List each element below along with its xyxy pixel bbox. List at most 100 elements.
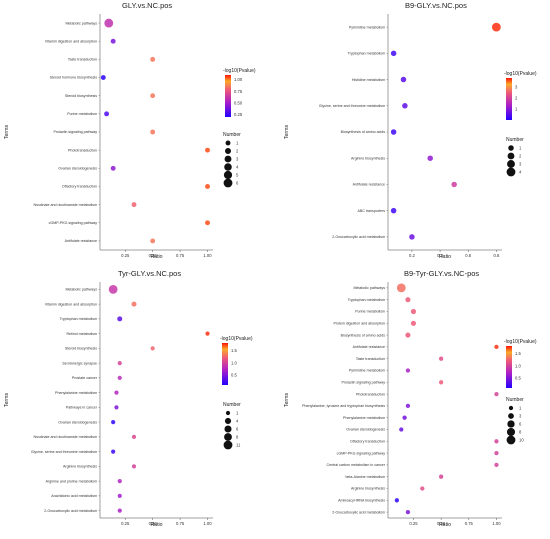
color-legend-label: 1.0 [231, 360, 237, 365]
term-label: Arginine biosynthesis [351, 156, 385, 160]
term-label: Nicotinate and nicotinamide metabolism [33, 435, 97, 439]
y-axis-label: Terms [284, 393, 290, 408]
term-label: Arginine biosynthesis [63, 465, 97, 469]
term-label: Olfactory transduction [350, 440, 385, 444]
term-label: Metabolic pathways [65, 21, 97, 25]
term-label: Phenylalanine metabolism [55, 391, 97, 395]
data-point [491, 22, 501, 32]
size-legend-label: 6 [519, 422, 522, 427]
size-legend-label: 4 [236, 419, 239, 424]
size-legend-label: 1 [519, 146, 522, 151]
data-point [205, 220, 210, 226]
size-legend-label: 8 [236, 435, 239, 440]
size-legend-label: 3 [519, 162, 522, 167]
size-legend-label: 6 [236, 181, 239, 186]
term-label: Biosynthesis of amino acids [341, 333, 386, 337]
x-tick-label: 0.25 [121, 253, 130, 258]
data-point [111, 420, 116, 425]
term-label: Arginine biosynthesis [351, 487, 385, 491]
term-label: Ovarian steroidogenesis [346, 428, 385, 432]
term-label: Serotonergic synapse [62, 361, 97, 365]
data-point [150, 346, 155, 351]
term-label: Pyrimidine metabolism [349, 369, 385, 373]
term-label: 2-Oxocarboxylic acid metabolism [332, 510, 385, 514]
term-label: Prostate cancer [72, 376, 98, 380]
color-legend-bar [506, 346, 512, 388]
chart-title: GLY.vs.NC.pos [122, 1, 172, 10]
x-tick-label: 0.75 [176, 253, 185, 258]
term-label: Glycine, serine and threonine metabolism [319, 104, 385, 108]
data-point [100, 75, 106, 80]
x-tick-label: 0.25 [409, 521, 418, 526]
chart-title: Tyr-GLY.vs.NC.pos [118, 269, 181, 278]
data-point [390, 50, 397, 57]
data-point [104, 111, 110, 117]
term-label: 2-Oxocarboxylic acid metabolism [44, 509, 97, 513]
data-point [111, 449, 116, 454]
data-point [409, 234, 415, 240]
size-legend-dot [223, 170, 233, 180]
term-label: beta-Alanine metabolism [345, 475, 385, 479]
data-point [405, 509, 411, 515]
data-point [405, 297, 411, 303]
color-legend-label: 2 [515, 95, 518, 100]
x-tick-label: 0.25 [121, 521, 130, 526]
color-legend-bar [506, 78, 512, 120]
chart-title: B9-GLY.vs.NC.pos [405, 1, 467, 10]
term-label: Retinol metabolism [66, 332, 97, 336]
term-label: Glycine, serine and threonine metabolism [31, 450, 97, 454]
size-legend-dot [508, 145, 514, 151]
term-label: Antifolate resistance [65, 239, 97, 243]
data-point [114, 405, 119, 410]
size-legend-dot [506, 427, 516, 437]
data-point [110, 38, 116, 44]
data-point [400, 76, 407, 83]
data-point [110, 165, 116, 171]
chart-panel-4: B9-Tyr-GLY.vs.NC-pos 0.25 0.50 0.75 1.00 Rati… [284, 269, 537, 528]
data-point [402, 415, 407, 420]
color-legend-label: 0.75 [234, 89, 243, 94]
term-label: Phototransduction [68, 148, 97, 152]
term-label: ABC transporters [357, 209, 385, 213]
term-label: Phenylalanine metabolism [343, 416, 385, 420]
size-legend-label: 2 [236, 149, 239, 154]
term-label: Metabolic pathways [353, 286, 385, 290]
size-legend-dot [224, 147, 232, 155]
size-legend-title: Number [223, 402, 241, 408]
size-legend-dot [223, 440, 233, 450]
term-label: 2-Oxocarboxylic acid metabolism [332, 235, 385, 239]
data-point [131, 464, 137, 469]
size-legend-dot [224, 155, 232, 163]
size-legend-dot [224, 425, 232, 433]
data-point [117, 493, 122, 498]
data-point [410, 308, 417, 315]
size-legend-title: Number [506, 137, 524, 143]
size-legend-dot [507, 160, 515, 168]
data-point [150, 93, 156, 99]
data-point [399, 427, 404, 432]
x-tick-label: 0.50 [149, 253, 158, 258]
size-legend-title: Number [223, 132, 241, 138]
size-legend-label: 4 [236, 165, 239, 170]
chart-title: B9-Tyr-GLY.vs.NC-pos [404, 269, 479, 278]
size-legend-dot [508, 413, 514, 419]
size-legend-label: 3 [519, 414, 522, 419]
term-label: Prolactin signaling pathway [53, 130, 97, 134]
x-tick-label: 0.2 [409, 253, 415, 258]
size-legend-dot [223, 178, 233, 188]
data-point [114, 390, 119, 395]
size-legend-title: Number [506, 397, 524, 403]
x-tick-label: 1.00 [203, 253, 212, 258]
size-legend-dot [225, 410, 231, 416]
term-label: Ovarian steroidogenesis [58, 167, 97, 171]
term-label: Steroid hormone biosynthesis [50, 76, 98, 80]
color-legend-label: 1.0 [515, 363, 521, 368]
term-label: Ovarian steroidogenesis [58, 420, 97, 424]
data-point [410, 320, 417, 326]
y-axis-label: Terms [284, 125, 290, 140]
size-legend-dot [507, 152, 515, 160]
chart-panel-2: B9-GLY.vs.NC.pos 0.2 0.4 0.6 0.8 Ratio Terms Py… [284, 1, 537, 260]
term-label: Antifolate resistance [353, 345, 385, 349]
data-point [405, 368, 411, 373]
term-label: Vitamin digestion and absorption [45, 302, 97, 306]
